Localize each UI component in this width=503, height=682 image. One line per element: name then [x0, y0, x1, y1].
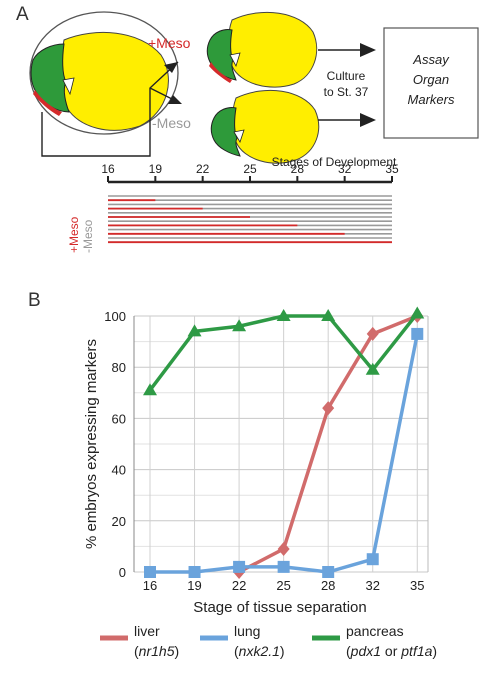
assay-text-line1: Assay: [412, 52, 450, 67]
x-tick-label: 19: [187, 578, 201, 593]
side-plus-meso-label: +Meso: [67, 216, 81, 253]
timeline-tick-label: 19: [149, 162, 163, 176]
assay-text-line2: Organ: [413, 72, 449, 87]
data-point-pancreas: [187, 324, 202, 337]
assay-box: [383, 27, 479, 139]
timeline-tick-label: 22: [196, 162, 210, 176]
line-chart: 16 19 22 25 28 32 35 0 20 40 60 80 100: [104, 306, 429, 593]
arrow-head-top: [360, 43, 376, 57]
data-point-lung: [233, 560, 246, 573]
plus-meso-label: +Meso: [148, 35, 191, 51]
timeline-tick-label: 28: [291, 162, 305, 176]
stages-title: Stages of Development: [272, 155, 397, 169]
culture-label-line1: Culture: [327, 69, 366, 83]
data-point-pancreas: [410, 306, 425, 319]
culture-label-line2: to St. 37: [324, 85, 369, 99]
data-point-pancreas: [365, 362, 380, 375]
assay-text-line3: Markers: [408, 92, 455, 107]
timeline-tick-label: 35: [385, 162, 399, 176]
y-tick-label: 0: [119, 565, 126, 580]
arrow-head-minus: [168, 95, 182, 104]
data-point-lung: [188, 566, 201, 578]
x-tick-label: 35: [410, 578, 424, 593]
y-tick-label: 40: [112, 463, 126, 478]
data-point-lung: [144, 566, 156, 578]
data-point-lung: [322, 566, 335, 578]
timeline-tick-label: 32: [338, 162, 352, 176]
y-tick-label: 60: [112, 411, 126, 426]
timeline-tick-label: 16: [101, 162, 115, 176]
legend-lung-name: lung: [234, 623, 260, 639]
minus-meso-label: -Meso: [152, 115, 191, 131]
y-tick-label: 20: [112, 514, 126, 529]
arrow-head-plus: [164, 62, 178, 73]
legend-lung-gene: (nxk2.1): [234, 643, 285, 659]
legend: liver (nr1h5) lung (nxk2.1) pancreas (pd…: [100, 623, 437, 659]
x-tick-label: 22: [232, 578, 246, 593]
arrow-head-bottom: [360, 113, 376, 127]
large-embryo-illustration: [29, 11, 179, 135]
x-tick-label: 28: [321, 578, 335, 593]
bracket-connector: [41, 61, 179, 157]
legend-liver-gene: (nr1h5): [134, 643, 179, 659]
panel-a-letter: A: [16, 4, 29, 25]
data-point-liver: [366, 326, 379, 341]
panel-b-letter: B: [28, 290, 41, 311]
data-point-lung: [366, 553, 379, 566]
timeline-tick-label: 25: [243, 162, 257, 176]
data-point-pancreas: [321, 309, 336, 321]
stages-timeline: 16 19 22 25 28 32 35: [101, 162, 399, 244]
side-minus-meso-label: -Meso: [81, 219, 95, 253]
data-point-lung: [411, 327, 424, 340]
data-point-pancreas: [276, 309, 291, 321]
x-axis-label: Stage of tissue separation: [193, 599, 366, 616]
x-tick-label: 32: [365, 578, 379, 593]
legend-pancreas-gene: (pdx1 or ptf1a): [346, 643, 437, 659]
legend-liver-name: liver: [134, 623, 160, 639]
data-point-liver: [322, 401, 335, 416]
data-point-pancreas: [232, 319, 247, 332]
y-tick-label: 100: [104, 309, 126, 324]
embryo-plus-meso-illustration: [206, 11, 318, 88]
embryo-minus-meso-illustration: [210, 89, 320, 164]
x-tick-label: 25: [276, 578, 290, 593]
data-point-pancreas: [143, 383, 157, 396]
data-point-lung: [277, 560, 290, 573]
x-tick-label: 16: [143, 578, 157, 593]
legend-pancreas-name: pancreas: [346, 623, 404, 639]
y-tick-label: 80: [112, 360, 126, 375]
y-axis-label: % embryos expressing markers: [83, 339, 100, 549]
data-point-liver: [277, 541, 290, 556]
